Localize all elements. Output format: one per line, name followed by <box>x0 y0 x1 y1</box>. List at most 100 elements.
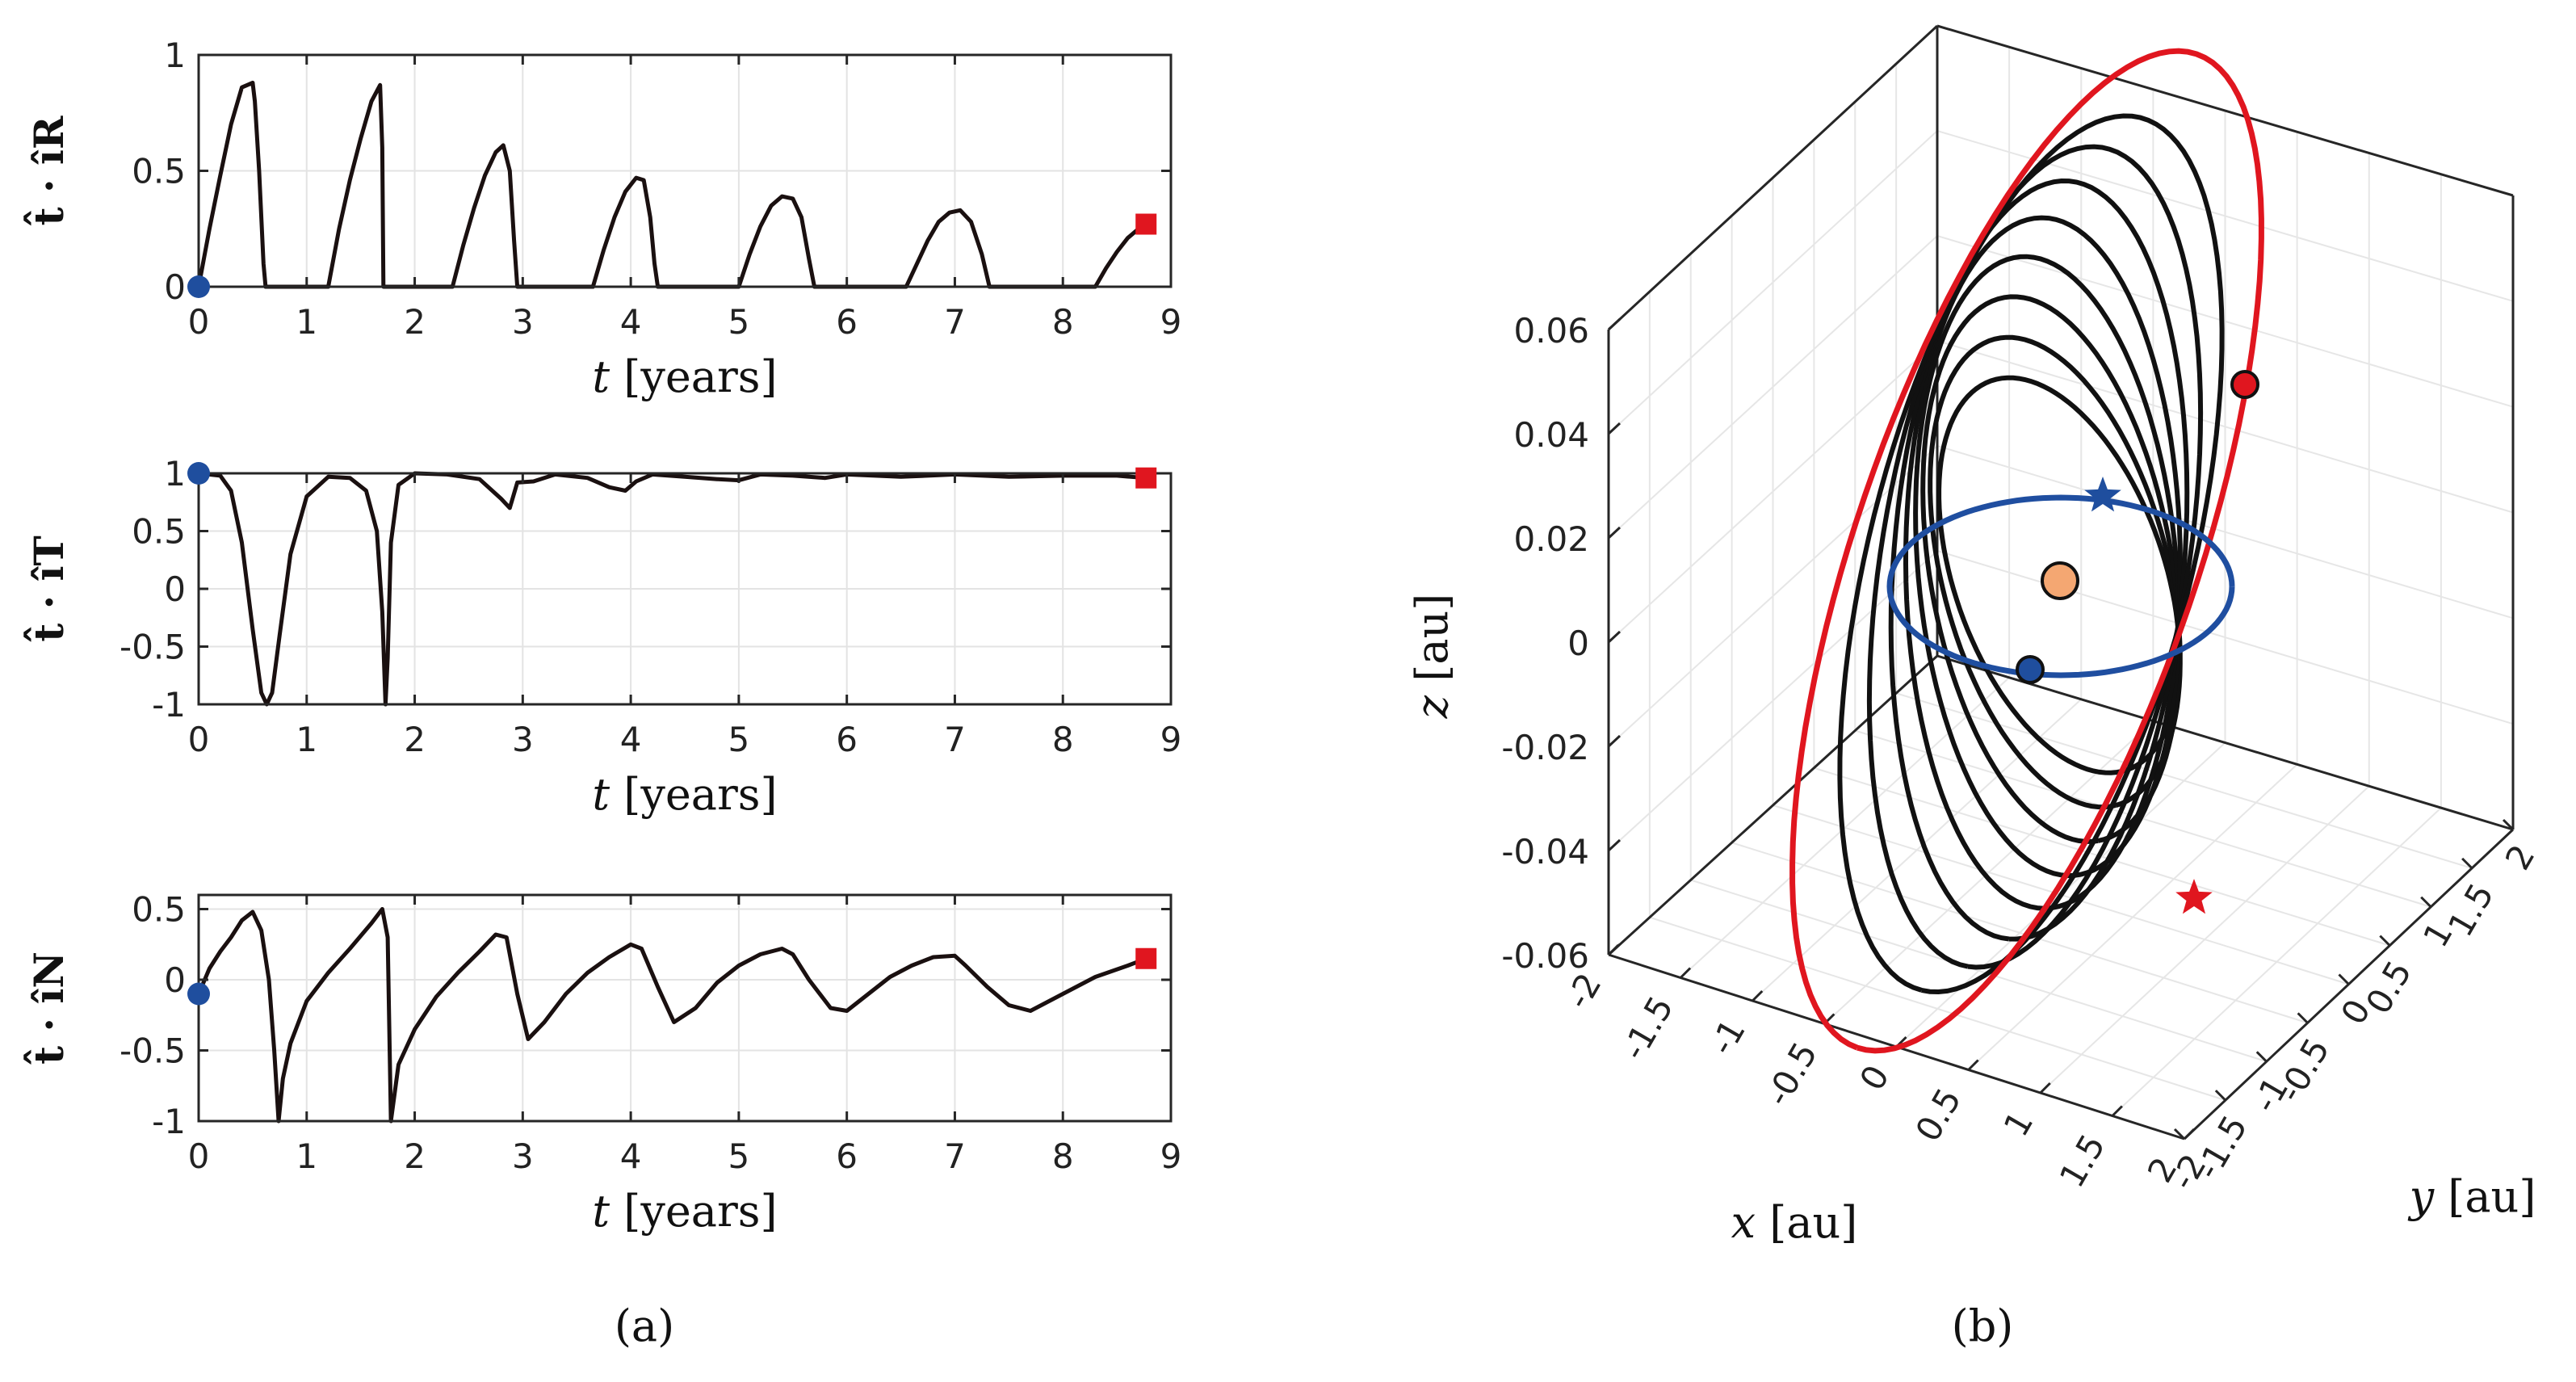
right-wall-gridline <box>1936 340 2514 514</box>
x-tick-label: 2 <box>404 302 426 342</box>
y-tick-label: -0.5 <box>120 1031 186 1071</box>
y-tick <box>2379 935 2391 947</box>
box-edge <box>1607 24 1939 331</box>
initial-orbit <box>1886 494 2235 678</box>
final-orbit <box>1789 48 2264 1054</box>
z-tick-label: 0.06 <box>1513 311 1589 351</box>
final-star-marker <box>2175 879 2213 914</box>
x-tick-label: 0 <box>188 302 210 342</box>
z-tick-label: -0.04 <box>1501 832 1589 872</box>
x-tick-label: 9 <box>1160 302 1182 342</box>
x-tick <box>2039 1082 2051 1094</box>
x-axis-variable: t <box>592 769 623 820</box>
x-axis-unit: [years] <box>623 1186 777 1237</box>
x-tick-label: 8 <box>1052 720 1074 759</box>
x-axis-label-variable: x <box>1731 1197 1770 1248</box>
subplot-t-dot-iN: 0 1 2 3 4 5 6 7 8 9 -1 -0.5 0 0.5 t [years] t̂ · îN <box>23 890 1181 1237</box>
z-axis-label: z [au] <box>1407 594 1458 720</box>
spiral-revolution <box>1920 294 2182 844</box>
x-tick-label: 7 <box>944 1136 966 1176</box>
x-tick-label: -1 <box>1702 1013 1753 1062</box>
box-edge <box>1936 24 2514 197</box>
x-tick-label: 7 <box>944 302 966 342</box>
y-tick-label: 2 <box>2498 838 2543 877</box>
x-tick-label: 6 <box>836 302 858 342</box>
z-tick-label: 0 <box>1567 624 1589 663</box>
y-tick-label: -0.5 <box>120 628 186 667</box>
y-axis-label: y [au] <box>2408 1171 2536 1222</box>
z-tick-label: -0.06 <box>1501 936 1589 976</box>
start-marker <box>2016 655 2045 684</box>
y-tick <box>2297 1012 2309 1024</box>
y-tick <box>2214 1090 2226 1102</box>
y-tick-label: -1 <box>152 685 186 725</box>
right-wall-gridline <box>1936 445 2514 620</box>
y-tick-label: 0.5 <box>132 152 186 191</box>
floor-gridline <box>2040 785 2370 1094</box>
x-tick-label: 1 <box>1996 1105 2041 1144</box>
spiral-revolution <box>1903 215 2184 911</box>
y-tick-label: 0 <box>164 960 186 1000</box>
z-axis-label-unit: [au] <box>1407 594 1458 682</box>
left-wall-gridline <box>1608 130 1938 435</box>
x-axis-label: t [years] <box>592 351 777 402</box>
z-tick-label: 0.04 <box>1513 415 1589 455</box>
z-tick <box>1607 422 1622 435</box>
x-tick-label: 1.5 <box>2052 1128 2113 1194</box>
left-wall-gridline <box>1608 340 1938 643</box>
data-line-a-top <box>196 80 1147 289</box>
right-wall-gridline <box>1936 235 2514 408</box>
x-tick <box>2183 1128 2196 1140</box>
caption-b: (b) <box>1952 1300 2014 1351</box>
x-tick <box>1680 967 1692 979</box>
data-line-a-middle <box>198 471 1147 707</box>
x-tick-label: 1 <box>296 720 317 759</box>
x-tick-label: 9 <box>1160 1136 1182 1176</box>
end-marker <box>1135 213 1157 235</box>
x-tick-label: 6 <box>836 1136 858 1176</box>
x-tick <box>1752 989 1764 1002</box>
y-axis-label-unit: [au] <box>2448 1171 2536 1222</box>
y-tick <box>2338 973 2350 985</box>
x-axis-unit: [years] <box>623 769 777 820</box>
subplot-t-dot-iT: 0 1 2 3 4 5 6 7 8 9 -1 -0.5 0 0.5 1 t [years] t̂ · îT <box>23 454 1181 820</box>
y-axis-label-variable: y <box>2408 1171 2448 1222</box>
right-wall-gridline <box>1936 550 2514 725</box>
box-edge <box>1607 654 1939 956</box>
x-tick-label: 0 <box>188 720 210 759</box>
z-tick <box>1607 317 1622 331</box>
z-tick <box>1607 630 1622 644</box>
x-tick-label: 5 <box>728 1136 750 1176</box>
spiral-revolution <box>1866 144 2204 970</box>
x-tick-label: 1 <box>296 1136 317 1176</box>
x-tick-label: 3 <box>512 1136 534 1176</box>
x-tick-label: 0 <box>1852 1059 1897 1098</box>
x-tick-label: 2 <box>404 1136 426 1176</box>
left-wall-gridline <box>1608 445 1938 747</box>
x-tick-label: 9 <box>1160 720 1182 759</box>
y-tick-label: 1 <box>164 36 186 75</box>
x-tick-label: 0.5 <box>1907 1082 1969 1148</box>
left-wall-gridline <box>1608 550 1938 851</box>
data-line-a-bottom <box>196 907 1147 1124</box>
y-tick <box>2173 1128 2186 1140</box>
y-tick-label: 0.5 <box>132 890 186 930</box>
y-axis-label: t̂ · îN <box>23 951 73 1065</box>
initial-star-marker <box>2084 477 2121 512</box>
z-tick-label: 0.02 <box>1513 519 1589 559</box>
z-tick-label: -0.02 <box>1501 728 1589 767</box>
y-tick-label: 1 <box>164 454 186 494</box>
x-tick-label: -0.5 <box>1758 1035 1825 1112</box>
y-tick-label: 0 <box>164 267 186 307</box>
subplot-t-dot-iR: 0 1 2 3 4 5 6 7 8 9 0 0.5 1 t [years] t̂ · îR <box>23 36 1181 402</box>
y-tick <box>2420 896 2432 908</box>
spiral-revolution <box>1913 254 2181 879</box>
x-axis-label: x [au] <box>1731 1197 1858 1248</box>
y-tick-label: 0 <box>164 569 186 609</box>
x-tick-label: 8 <box>1052 1136 1074 1176</box>
z-axis-label-variable: z <box>1407 682 1458 720</box>
x-tick-label: 7 <box>944 720 966 759</box>
x-tick-label: 4 <box>620 1136 642 1176</box>
floor-gridline <box>1814 767 2390 947</box>
